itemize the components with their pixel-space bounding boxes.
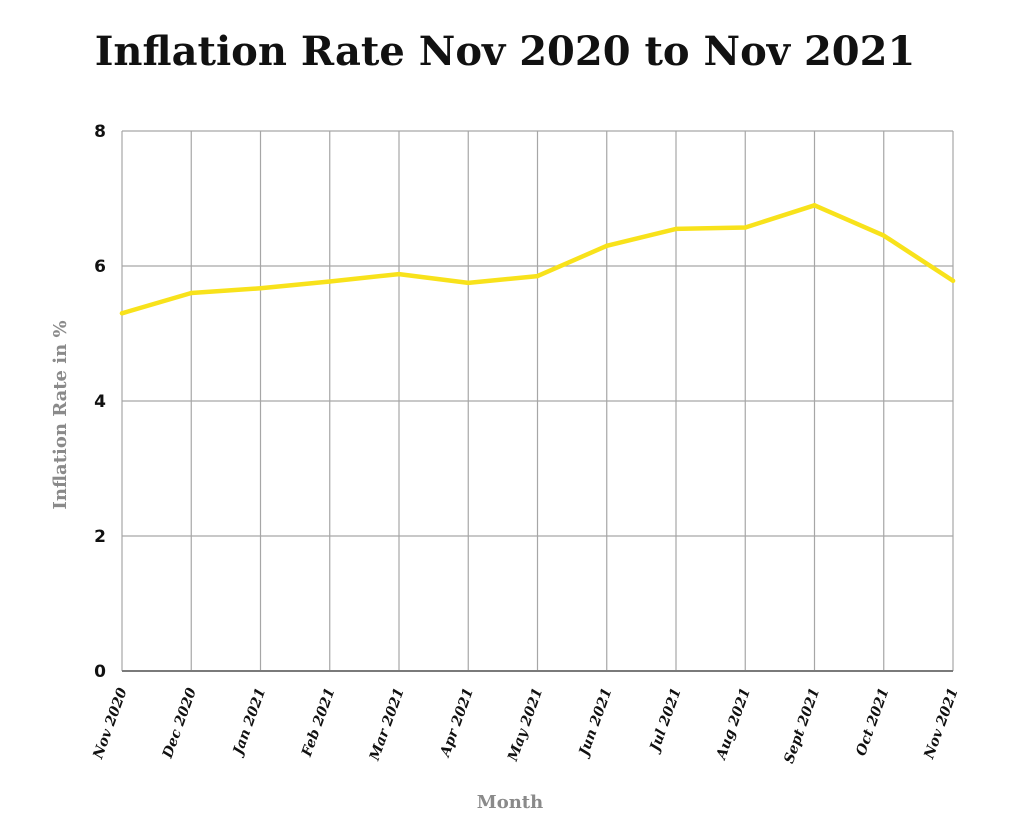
y-tick-label: 8 [94,122,106,142]
x-axis-label: Month [477,792,543,813]
x-tick-label: May 2021 [505,686,547,764]
y-axis-label: Inflation Rate in % [50,320,71,509]
x-tick-label: Jun 2021 [575,686,615,761]
data-point [258,286,263,291]
x-tick-labels: Nov 2020 Dec 2020 Jan 2021 Feb 2021 Mar 2021… [90,686,962,766]
x-tick-label: Oct 2021 [853,686,892,758]
data-point [189,290,194,296]
x-tick-label: Nov 2020 [90,686,131,762]
x-tick-label: Aug 2021 [713,686,754,764]
y-tick-labels: 0 2 4 6 8 [94,122,106,682]
data-point [743,225,748,230]
x-tick-label: Jul 2021 [646,686,685,756]
x-tick-label: Nov 2021 [921,686,962,762]
grid-lines [121,130,954,671]
x-tick-label: Jan 2021 [229,686,269,760]
x-tick-label: Feb 2021 [299,686,339,760]
x-tick-label: Sept 2021 [781,686,823,766]
data-point [535,273,540,279]
y-tick-label: 2 [94,527,106,547]
y-tick-label: 4 [94,392,106,412]
x-tick-label: Apr 2021 [437,686,477,761]
data-point [119,311,125,316]
data-point [881,233,886,238]
data-point [950,278,956,284]
data-point [396,271,402,277]
chart-title: Inflation Rate Nov 2020 to Nov 2021 [94,28,916,75]
y-tick-label: 6 [94,257,106,277]
data-point [327,279,332,284]
data-point [673,226,679,232]
x-tick-label: Mar 2021 [366,686,407,764]
y-tick-label: 0 [94,662,106,682]
series-layer [119,203,956,316]
data-point [604,243,609,248]
data-point [466,280,471,286]
data-point [812,203,817,208]
x-tick-label: Dec 2020 [160,686,201,762]
